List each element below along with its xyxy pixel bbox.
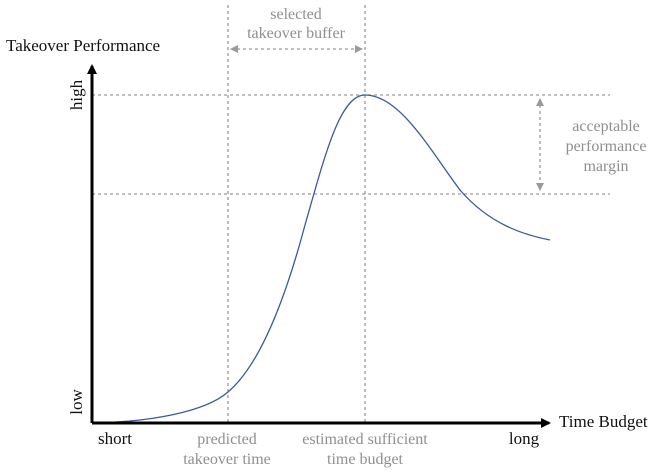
x-short-label: short <box>98 429 132 448</box>
margin-label-line3: margin <box>583 158 628 175</box>
buffer-label-line2: takeover buffer <box>247 25 346 42</box>
buffer-label-line1: selected <box>270 6 322 23</box>
predicted-label-line2: takeover time <box>183 451 271 468</box>
estimated-label-line1: estimated sufficient <box>302 431 428 448</box>
y-low-label: low <box>67 389 86 415</box>
x-long-label: long <box>509 429 540 448</box>
margin-label-line2: performance <box>566 138 647 155</box>
x-axis-title: Time Budget <box>559 412 648 431</box>
performance-curve <box>91 94 551 424</box>
predicted-label-line1: predicted <box>197 431 257 448</box>
y-axis-title: Takeover Performance <box>6 36 160 55</box>
estimated-label-line2: time budget <box>327 451 404 468</box>
y-high-label: high <box>67 79 86 110</box>
margin-label-line1: acceptable <box>572 118 640 135</box>
